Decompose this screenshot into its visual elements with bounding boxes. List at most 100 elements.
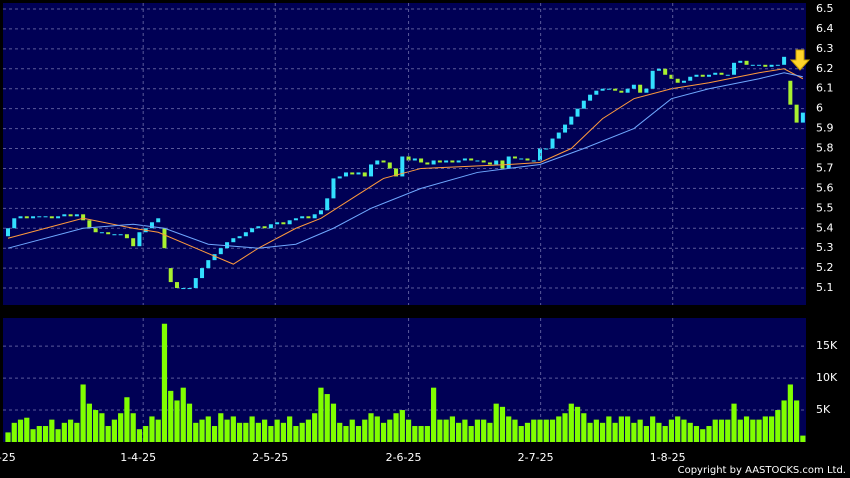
volume-bar xyxy=(556,416,562,442)
volume-bar xyxy=(174,400,180,442)
candle-body xyxy=(713,72,718,75)
volume-bar xyxy=(693,426,700,442)
volume-bar xyxy=(681,419,687,442)
candle-body xyxy=(700,74,705,77)
volume-bar xyxy=(255,422,261,442)
candle-body xyxy=(619,90,624,93)
candle-body xyxy=(431,160,436,165)
volume-bar xyxy=(794,400,800,442)
candle-body xyxy=(469,158,474,161)
y-tick-label: 6.2 xyxy=(816,62,834,75)
x-tick-label: 2-7-25 xyxy=(518,451,554,464)
candle-body xyxy=(343,172,348,177)
candle-body xyxy=(594,90,599,95)
candle-body xyxy=(187,288,192,290)
candle-body xyxy=(325,198,330,211)
candle-body xyxy=(118,234,123,236)
volume-bar xyxy=(105,426,111,442)
candle-body xyxy=(168,268,173,283)
volume-bar xyxy=(305,419,312,442)
volume-bar xyxy=(93,410,99,442)
candle-body xyxy=(106,232,111,235)
x-tick-label: 2-6-25 xyxy=(386,451,422,464)
volume-bar xyxy=(643,426,650,442)
candle-body xyxy=(306,216,311,219)
volume-bar xyxy=(449,416,455,442)
volume-bar xyxy=(218,413,224,442)
candle-body xyxy=(231,238,236,243)
volume-bar xyxy=(143,426,149,442)
volume-bar xyxy=(324,394,330,442)
volume-bar xyxy=(706,426,712,442)
y-tick-label: 6.1 xyxy=(816,82,834,95)
volume-bar xyxy=(775,410,781,442)
candle-body xyxy=(487,162,492,165)
volume-bar xyxy=(130,413,136,442)
volume-bar xyxy=(74,422,80,442)
volume-bar xyxy=(55,429,61,442)
volume-bar xyxy=(67,419,74,442)
candle-body xyxy=(43,216,48,218)
moving-average xyxy=(7,72,803,249)
y-tick-label: 6.3 xyxy=(816,42,834,55)
candle-body xyxy=(394,168,399,177)
volume-bar xyxy=(637,419,643,442)
volume-bar xyxy=(800,435,806,442)
candle-body xyxy=(494,160,499,165)
candle-body xyxy=(250,228,255,233)
volume-bar xyxy=(431,387,437,442)
volume-bar xyxy=(80,384,86,442)
volume-bar xyxy=(581,413,587,442)
volume-bar xyxy=(211,426,218,442)
volume-bar xyxy=(487,422,493,442)
volume-bar xyxy=(355,426,362,442)
candle-body xyxy=(675,78,680,83)
y-tick-label: 5.8 xyxy=(816,142,834,155)
candle-body xyxy=(525,158,530,161)
volume-bar xyxy=(443,419,449,442)
candle-body xyxy=(350,172,355,175)
volume-bar xyxy=(656,422,662,442)
candle-body xyxy=(481,160,486,163)
volume-bar xyxy=(499,406,506,442)
volume-bar xyxy=(756,419,762,442)
volume-bar xyxy=(568,403,574,442)
candle-body xyxy=(149,222,154,229)
arrow-marker xyxy=(789,49,811,71)
candle-body xyxy=(606,88,611,90)
volume-bar xyxy=(249,416,255,442)
volume-bar xyxy=(136,429,143,442)
candle-body xyxy=(681,80,686,83)
candle-body xyxy=(243,232,248,237)
volume-bar xyxy=(549,419,556,442)
volume-bar xyxy=(118,413,124,442)
y-tick-label: 6.4 xyxy=(816,22,834,35)
volume-bar xyxy=(42,426,49,442)
candle-body xyxy=(763,64,768,67)
candle-body xyxy=(337,176,342,179)
candle-body xyxy=(256,226,261,229)
candle-body xyxy=(81,214,86,221)
candle-body xyxy=(732,62,737,75)
y-tick-label: 5.1 xyxy=(816,281,834,294)
candle-body xyxy=(419,158,424,163)
candle-body xyxy=(287,220,292,225)
candle-body xyxy=(181,288,186,290)
x-tick-label: -25 xyxy=(0,451,16,464)
y-tick-label: 5.4 xyxy=(816,221,834,234)
y-tick-label: 5K xyxy=(816,403,831,416)
volume-bar xyxy=(543,419,549,442)
candle-body xyxy=(544,148,549,150)
candle-body xyxy=(112,234,117,236)
volume-bar xyxy=(405,419,412,442)
candle-body xyxy=(757,64,762,66)
volume-bar xyxy=(750,419,756,442)
candle-body xyxy=(444,160,449,163)
volume-bar xyxy=(380,422,387,442)
candle-body xyxy=(738,60,743,63)
volume-bar xyxy=(368,413,374,442)
candle-body xyxy=(87,220,92,229)
candle-body xyxy=(412,158,417,161)
volume-bar xyxy=(287,416,293,442)
